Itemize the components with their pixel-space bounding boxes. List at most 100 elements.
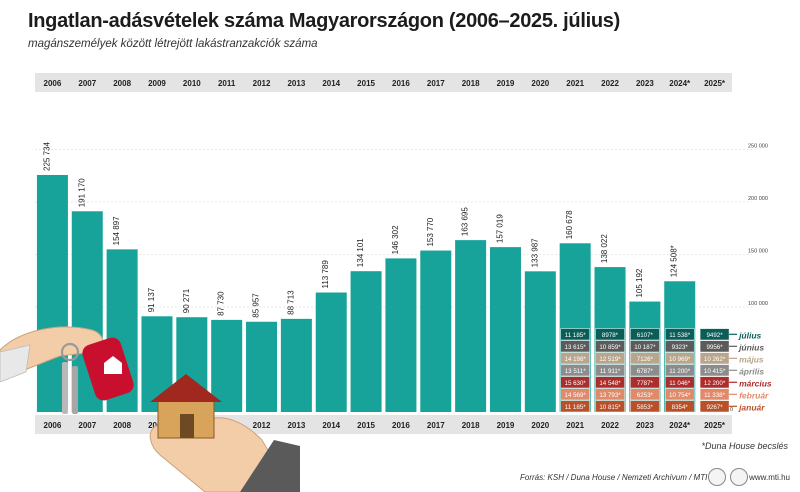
month-segment-label: 5853* (637, 404, 654, 411)
month-segment (560, 340, 590, 353)
house-door-icon (180, 414, 194, 438)
bar-value-label: 133 987 (530, 238, 539, 267)
month-segment-label: 11 538* (669, 332, 690, 339)
year-label-top: 2014 (322, 79, 340, 88)
year-label-bottom: 2023 (636, 421, 654, 430)
legend-month-label: június (738, 342, 764, 352)
bar-value-label: 87 730 (217, 291, 226, 316)
month-segment (595, 328, 625, 341)
legend-month-label: július (738, 330, 761, 340)
website-link[interactable]: www.mti.hu (749, 473, 790, 482)
month-segment (664, 400, 695, 413)
key-icon (72, 366, 78, 414)
year-label-top: 2011 (218, 79, 236, 88)
year-label-top: 2024* (669, 79, 691, 88)
year-label-top: 2020 (531, 79, 549, 88)
year-label-bottom: 2007 (78, 421, 96, 430)
bar (350, 271, 382, 412)
month-segment-label: 10 187* (634, 344, 656, 351)
month-segment-label: 9956* (706, 344, 723, 351)
year-label-bottom: 2012 (253, 421, 271, 430)
month-segment-label: 11 185* (565, 404, 586, 411)
year-label-bottom: 2018 (462, 421, 480, 430)
month-segment (595, 400, 625, 413)
month-segment-label: 8354* (672, 404, 689, 411)
bar-value-label: 124 508* (670, 245, 679, 277)
year-label-bottom: 2021 (566, 421, 584, 430)
month-segment-label: 6787* (637, 368, 654, 375)
legend-month-label: február (739, 390, 769, 400)
year-label-bottom: 2022 (601, 421, 619, 430)
bar-value-label: 105 192 (635, 268, 644, 297)
year-label-bottom: 2016 (392, 421, 410, 430)
bar-value-label: 153 770 (426, 217, 435, 246)
month-segment (595, 376, 625, 389)
month-segment (560, 400, 590, 413)
bar-value-label: 160 678 (565, 210, 574, 239)
year-label-top: 2016 (392, 79, 410, 88)
key-ring-icon (60, 342, 80, 362)
month-segment-label: 11 046* (669, 380, 690, 387)
year-label-top: 2021 (566, 79, 584, 88)
year-label-top: 2025* (704, 79, 726, 88)
month-segment (630, 352, 660, 365)
bar-value-label: 91 137 (147, 287, 156, 312)
header-band (35, 73, 732, 92)
year-label-top: 2015 (357, 79, 375, 88)
month-segment (560, 352, 590, 365)
bar-value-label: 138 022 (600, 234, 609, 263)
month-segment (664, 364, 695, 377)
legend-month-label: január (738, 402, 765, 412)
month-segment (595, 364, 625, 377)
year-label-top: 2023 (636, 79, 654, 88)
y-tick-label: 250 000 (748, 144, 768, 150)
month-segment-label: 12 519* (599, 356, 621, 363)
sleeve-left-illustration (0, 344, 31, 383)
month-segment-label: 9492* (706, 332, 723, 339)
sleeve-right-illustration (240, 440, 300, 492)
month-segment (664, 328, 695, 341)
bar-value-label: 154 897 (112, 216, 121, 245)
bar-value-label: 146 302 (391, 225, 400, 254)
month-segment (664, 388, 695, 401)
month-segment-label: 14 569* (565, 392, 587, 399)
year-label-bottom: 2024* (669, 421, 691, 430)
month-segment-label: 6107* (637, 332, 654, 339)
legend-month-label: április (739, 366, 764, 376)
month-segment-label: 10 754* (669, 392, 691, 399)
year-label-top: 2009 (148, 79, 166, 88)
y-tick-zero: 0 (730, 407, 733, 413)
nemzeti-archivum-logo-icon (708, 468, 726, 486)
year-label-top: 2013 (287, 79, 305, 88)
month-segment (630, 388, 660, 401)
y-tick-label: 150 000 (748, 249, 768, 255)
year-label-bottom: 2019 (497, 421, 515, 430)
source-line: Forrás: KSH / Duna House / Nemzeti Archí… (520, 473, 708, 482)
year-label-bottom: 2017 (427, 421, 445, 430)
legend-month-label: március (739, 378, 772, 388)
year-label-bottom: 2014 (322, 421, 340, 430)
key-icon (62, 362, 68, 414)
month-segment-label: 9267* (706, 404, 723, 411)
month-segment (560, 376, 590, 389)
month-segment (630, 328, 660, 341)
bar-value-label: 88 713 (286, 290, 295, 315)
bar (280, 318, 312, 412)
month-segment-label: 13 511* (565, 368, 586, 375)
month-segment (595, 340, 625, 353)
year-label-bottom: 2013 (287, 421, 305, 430)
bar (420, 250, 452, 412)
year-label-bottom: 2015 (357, 421, 375, 430)
house-keychain-symbol-icon (104, 356, 122, 374)
bar (524, 271, 556, 412)
bar-value-label: 163 695 (461, 207, 470, 236)
month-segment (630, 364, 660, 377)
month-segment-label: 11 200* (669, 368, 690, 375)
month-segment (560, 328, 590, 341)
month-segment-label: 13 615* (565, 344, 587, 351)
year-label-bottom: 2008 (113, 421, 131, 430)
year-label-top: 2017 (427, 79, 445, 88)
month-segment (560, 364, 590, 377)
month-segment-label: 11 338* (704, 392, 725, 399)
